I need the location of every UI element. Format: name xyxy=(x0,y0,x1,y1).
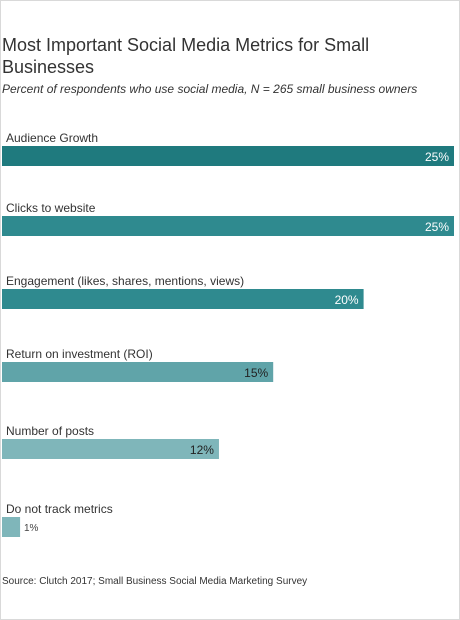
chart-title: Most Important Social Media Metrics for … xyxy=(2,35,370,77)
value-label: 20% xyxy=(335,293,359,307)
bar xyxy=(2,146,454,166)
value-label: 15% xyxy=(244,366,268,380)
chart-subtitle: Percent of respondents who use social me… xyxy=(2,82,418,96)
chart-source: Source: Clutch 2017; Small Business Soci… xyxy=(2,576,308,587)
bar xyxy=(2,289,364,309)
value-label: 12% xyxy=(190,443,214,457)
category-label: Clicks to website xyxy=(6,201,96,215)
category-label: Do not track metrics xyxy=(6,502,113,516)
bar xyxy=(2,362,274,382)
value-label: 25% xyxy=(425,220,449,234)
bar xyxy=(2,216,454,236)
category-label: Return on investment (ROI) xyxy=(6,347,153,361)
category-label: Audience Growth xyxy=(6,131,98,145)
value-label: 1% xyxy=(24,523,39,534)
category-label: Number of posts xyxy=(6,424,94,438)
category-label: Engagement (likes, shares, mentions, vie… xyxy=(6,274,244,288)
value-label: 25% xyxy=(425,150,449,164)
bar xyxy=(2,517,21,537)
bar xyxy=(2,439,219,459)
